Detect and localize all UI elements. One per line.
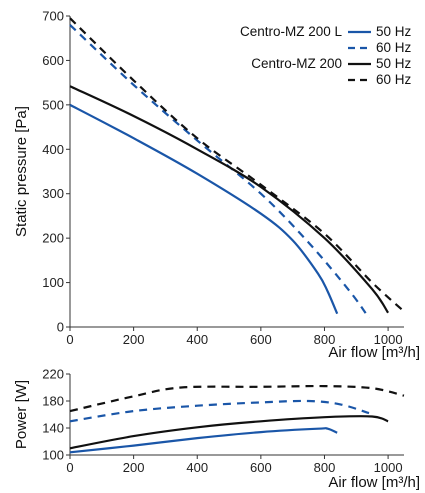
pressure-y-tick-label: 200 (42, 231, 64, 246)
pressure-y-tick-label: 400 (42, 142, 64, 157)
power-x-tick-label: 800 (314, 460, 336, 475)
pressure-x-tick-label: 800 (314, 332, 336, 347)
power-x-tick-label: 600 (250, 460, 272, 475)
pressure-x-tick-label: 200 (123, 332, 145, 347)
pressure-series-1-line (69, 24, 370, 319)
pressure-series-3-line (69, 17, 405, 313)
pressure-y-tick-label: 700 (42, 9, 64, 24)
power-y-tick-label: 180 (42, 394, 64, 409)
power-y-axis-title: Power [W] (13, 380, 30, 449)
power-x-axis-title: Air flow [m³/h] (328, 474, 420, 491)
power-series (69, 384, 405, 454)
legend-model-b-60-label: 60 Hz (376, 72, 412, 87)
pressure-x-tick-label: 600 (250, 332, 272, 347)
pressure-y-tick-label: 300 (42, 186, 64, 201)
legend-model-a-50-label: 50 Hz (376, 24, 412, 39)
pressure-y-tick-label: 100 (42, 275, 64, 290)
power-x-tick-label: 400 (186, 460, 208, 475)
power-series-1-line (69, 399, 370, 423)
legend-model-b-50-label: 50 Hz (376, 56, 412, 71)
pressure-x-tick-label: 0 (66, 332, 73, 347)
power-series-0-line (69, 427, 338, 454)
power-y-tick-label: 100 (42, 448, 64, 463)
pressure-series (69, 17, 405, 319)
legend-background (236, 18, 414, 94)
pressure-x-axis-title: Air flow [m³/h] (328, 344, 420, 361)
pressure-axes: 0 100 200 300 400 500 600 700 0 200 400 600 800 1000A… (13, 9, 420, 362)
pressure-y-tick-label: 500 (42, 97, 64, 112)
pressure-y-tick-label: 0 (57, 320, 64, 335)
pressure-y-tick-label: 600 (42, 53, 64, 68)
legend-model-a-60-label: 60 Hz (376, 40, 412, 55)
pressure-series-0-line (69, 103, 339, 315)
legend-model-a: Centro-MZ 200 L (240, 24, 343, 39)
power-x-tick-label: 200 (123, 460, 145, 475)
power-x-tick-label: 0 (66, 460, 73, 475)
power-x-tick-label: 1000 (374, 460, 403, 475)
pressure-series-2-line (69, 85, 390, 314)
pressure-x-tick-label: 400 (186, 332, 208, 347)
power-series-2-line (69, 415, 389, 450)
legend: Centro-MZ 200 L 50 Hz 60 Hz Centro-MZ 20… (236, 18, 414, 94)
power-y-tick-label: 220 (42, 367, 64, 382)
pressure-x-tick-label: 1000 (374, 332, 403, 347)
pressure-y-axis-title: Static pressure [Pa] (13, 106, 30, 237)
legend-model-b: Centro-MZ 200 (251, 56, 342, 71)
power-y-tick-label: 140 (42, 421, 64, 436)
